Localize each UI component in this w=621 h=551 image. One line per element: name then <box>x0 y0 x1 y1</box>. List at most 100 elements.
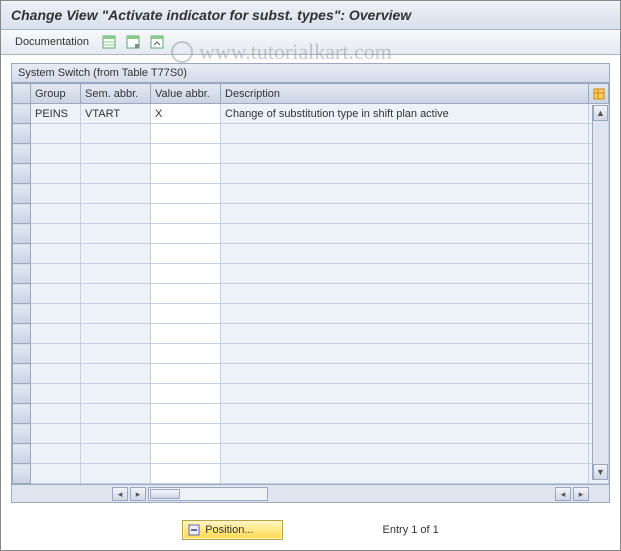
row-selector <box>13 204 31 224</box>
entry-counter: Entry 1 of 1 <box>383 524 439 536</box>
cell-sem-abbr <box>81 244 151 264</box>
cell-sem-abbr <box>81 284 151 304</box>
cell-value-abbr[interactable] <box>151 244 221 264</box>
table-container: Group Sem. abbr. Value abbr. Description… <box>12 83 609 502</box>
table-row[interactable] <box>13 164 609 184</box>
cell-group <box>31 324 81 344</box>
table-row[interactable] <box>13 284 609 304</box>
panel-title: System Switch (from Table T77S0) <box>12 64 609 83</box>
row-selector <box>13 224 31 244</box>
footer: Position... Entry 1 of 1 <box>1 520 620 540</box>
row-selector <box>13 344 31 364</box>
cell-value-abbr[interactable] <box>151 324 221 344</box>
cell-group <box>31 124 81 144</box>
cell-value-abbr[interactable] <box>151 444 221 464</box>
col-group[interactable]: Group <box>31 84 81 104</box>
table-row[interactable] <box>13 304 609 324</box>
row-selector-header <box>13 84 31 104</box>
cell-value-abbr[interactable] <box>151 304 221 324</box>
cell-description <box>221 284 589 304</box>
cell-value-abbr[interactable] <box>151 204 221 224</box>
cell-group <box>31 244 81 264</box>
table-settings-icon[interactable] <box>593 88 604 100</box>
col-description[interactable]: Description <box>221 84 589 104</box>
cell-value-abbr[interactable] <box>151 184 221 204</box>
cell-sem-abbr: VTART <box>81 104 151 124</box>
cell-description <box>221 304 589 324</box>
cell-value-abbr[interactable] <box>151 424 221 444</box>
cell-sem-abbr <box>81 464 151 484</box>
table-row[interactable] <box>13 144 609 164</box>
table-row[interactable] <box>13 384 609 404</box>
cell-sem-abbr <box>81 124 151 144</box>
row-selector <box>13 424 31 444</box>
hscroll-first-arrow[interactable]: ◂ <box>112 487 128 501</box>
table-row[interactable] <box>13 344 609 364</box>
cell-value-abbr[interactable]: X <box>151 104 221 124</box>
table-config-icon[interactable] <box>149 34 165 50</box>
row-selector <box>13 104 31 124</box>
cell-value-abbr[interactable] <box>151 284 221 304</box>
table-row[interactable] <box>13 244 609 264</box>
cell-group <box>31 144 81 164</box>
position-icon <box>187 523 201 537</box>
table-row[interactable] <box>13 184 609 204</box>
table-row[interactable] <box>13 404 609 424</box>
cell-value-abbr[interactable] <box>151 164 221 184</box>
row-selector <box>13 384 31 404</box>
table-row[interactable] <box>13 324 609 344</box>
hscroll-right-arrow[interactable]: ◂ <box>555 487 571 501</box>
documentation-button[interactable]: Documentation <box>11 34 93 50</box>
cell-group <box>31 364 81 384</box>
row-selector <box>13 304 31 324</box>
hscroll-left-arrow[interactable]: ▸ <box>130 487 146 501</box>
row-selector <box>13 244 31 264</box>
table-row[interactable] <box>13 464 609 484</box>
cell-value-abbr[interactable] <box>151 124 221 144</box>
hscroll-last-arrow[interactable]: ▸ <box>573 487 589 501</box>
cell-group <box>31 384 81 404</box>
cell-value-abbr[interactable] <box>151 264 221 284</box>
scroll-up-arrow[interactable]: ▲ <box>593 105 608 121</box>
cell-value-abbr[interactable] <box>151 384 221 404</box>
system-switch-panel: System Switch (from Table T77S0) Group S… <box>11 63 610 503</box>
vertical-scrollbar[interactable]: ▲ ▼ <box>592 105 608 480</box>
table-save-icon[interactable] <box>125 34 141 50</box>
hscroll-thumb[interactable] <box>150 489 180 499</box>
table-row[interactable] <box>13 124 609 144</box>
system-switch-table: Group Sem. abbr. Value abbr. Description… <box>12 83 609 484</box>
table-row[interactable]: PEINSVTARTXChange of substitution type i… <box>13 104 609 124</box>
hscroll-track[interactable] <box>148 487 268 501</box>
cell-description <box>221 184 589 204</box>
table-row[interactable] <box>13 224 609 244</box>
cell-description: Change of substitution type in shift pla… <box>221 104 589 124</box>
row-selector <box>13 184 31 204</box>
table-row[interactable] <box>13 424 609 444</box>
table-row[interactable] <box>13 364 609 384</box>
cell-value-abbr[interactable] <box>151 404 221 424</box>
cell-description <box>221 244 589 264</box>
cell-value-abbr[interactable] <box>151 464 221 484</box>
row-selector <box>13 124 31 144</box>
position-button[interactable]: Position... <box>182 520 282 540</box>
cell-sem-abbr <box>81 164 151 184</box>
table-row[interactable] <box>13 444 609 464</box>
table-row[interactable] <box>13 264 609 284</box>
table-select-icon[interactable] <box>101 34 117 50</box>
row-selector <box>13 324 31 344</box>
cell-group <box>31 204 81 224</box>
cell-group: PEINS <box>31 104 81 124</box>
col-value-abbr[interactable]: Value abbr. <box>151 84 221 104</box>
col-sem-abbr[interactable]: Sem. abbr. <box>81 84 151 104</box>
table-config-header[interactable] <box>589 84 609 104</box>
cell-value-abbr[interactable] <box>151 344 221 364</box>
cell-sem-abbr <box>81 404 151 424</box>
cell-value-abbr[interactable] <box>151 364 221 384</box>
cell-value-abbr[interactable] <box>151 224 221 244</box>
table-row[interactable] <box>13 204 609 224</box>
cell-sem-abbr <box>81 384 151 404</box>
scroll-down-arrow[interactable]: ▼ <box>593 464 608 480</box>
cell-value-abbr[interactable] <box>151 144 221 164</box>
cell-description <box>221 364 589 384</box>
cell-sem-abbr <box>81 204 151 224</box>
